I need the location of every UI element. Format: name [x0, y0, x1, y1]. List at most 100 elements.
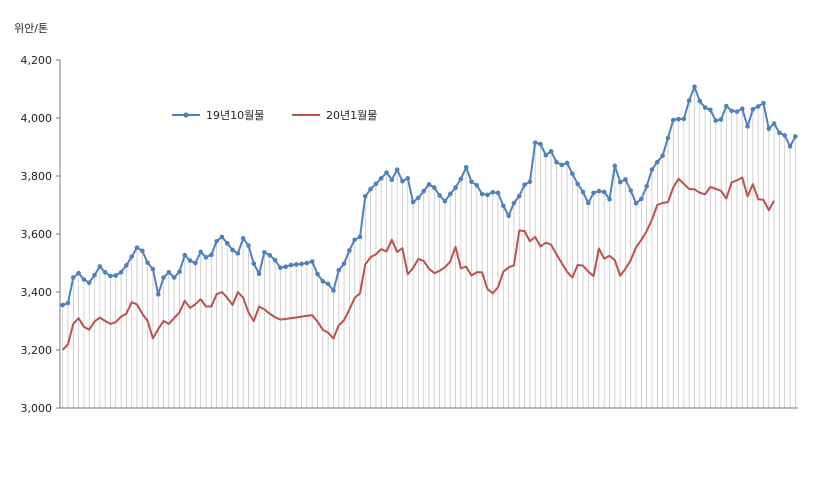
- series-point: [394, 167, 400, 172]
- y-tick-label: 4,000: [21, 112, 53, 125]
- series-point: [214, 238, 219, 244]
- series-point: [437, 193, 442, 198]
- series-point: [272, 257, 278, 263]
- legend-label: 20년1월물: [326, 109, 377, 122]
- series-point: [235, 251, 241, 256]
- y-tick-label: 4,200: [21, 54, 53, 67]
- series-point: [113, 273, 119, 278]
- series-point: [389, 177, 395, 183]
- series-point: [124, 263, 129, 268]
- series-point: [495, 190, 501, 196]
- series-point: [129, 254, 134, 259]
- legend-swatch-marker: [183, 112, 189, 118]
- series-point: [81, 277, 87, 282]
- series-point: [405, 176, 411, 181]
- series-point: [665, 135, 671, 141]
- series-point: [161, 275, 166, 280]
- series-point: [506, 213, 511, 219]
- series-point: [511, 200, 517, 206]
- series-point: [293, 262, 299, 267]
- series-point: [692, 84, 697, 89]
- series-point: [787, 144, 793, 149]
- series-point: [713, 118, 719, 123]
- series-point: [793, 134, 798, 139]
- legend-item: 19년10월물: [172, 109, 264, 122]
- series-point: [373, 181, 379, 187]
- series-point: [336, 267, 342, 273]
- legend-item: 20년1월물: [292, 109, 377, 122]
- series-point: [601, 189, 607, 195]
- y-axis-unit-label: 위안/톤: [14, 22, 48, 35]
- series-point: [766, 126, 772, 132]
- series-point: [527, 179, 533, 185]
- series-point: [166, 269, 172, 275]
- series-point: [262, 249, 267, 255]
- series-point: [644, 183, 649, 189]
- series-point: [347, 248, 352, 253]
- series-point: [193, 260, 198, 266]
- series-point: [426, 182, 432, 187]
- series-point: [660, 153, 665, 158]
- series-point: [453, 185, 458, 190]
- y-axis-ticks: 3,000 3,200 3,400 3,600 3,800 4,000 4,200: [21, 54, 60, 415]
- series-point: [139, 248, 145, 254]
- series-point: [761, 100, 766, 106]
- series-point: [325, 281, 331, 287]
- series-point: [729, 108, 734, 114]
- series-point: [362, 194, 368, 199]
- series-point: [628, 188, 634, 193]
- y-tick-label: 3,000: [21, 402, 53, 415]
- series-line: [61, 176, 775, 351]
- series-point: [676, 116, 681, 122]
- series-group: [61, 176, 775, 351]
- series-point: [516, 193, 522, 199]
- series-point: [745, 124, 750, 129]
- series-point: [118, 269, 124, 275]
- series-point: [86, 280, 92, 286]
- series-point: [479, 191, 485, 197]
- y-tick-label: 3,600: [21, 228, 53, 241]
- series-point: [697, 98, 703, 104]
- series-point: [378, 176, 384, 181]
- legend-label: 19년10월물: [206, 109, 264, 122]
- series-point: [171, 275, 177, 280]
- series-point: [421, 188, 426, 194]
- series-point: [134, 245, 140, 250]
- series-point: [155, 292, 161, 297]
- series-point: [554, 159, 559, 165]
- series-point: [708, 107, 713, 113]
- legend: 19년10월물 20년1월물: [172, 109, 377, 122]
- series-point: [352, 237, 357, 243]
- series-point: [432, 185, 437, 190]
- series-point: [299, 261, 304, 267]
- series-point: [150, 266, 156, 272]
- series-point: [639, 196, 644, 202]
- series-point: [60, 302, 65, 308]
- series-point: [591, 190, 596, 196]
- series-point: [612, 163, 618, 169]
- series-point: [501, 203, 506, 209]
- series-point: [357, 234, 363, 240]
- series-point: [256, 271, 262, 277]
- series-point: [617, 179, 623, 185]
- series-point: [649, 167, 655, 172]
- series-point: [559, 162, 565, 168]
- series-point: [240, 236, 246, 241]
- series-point: [718, 117, 724, 122]
- series-point: [283, 264, 288, 270]
- series-point: [368, 186, 373, 192]
- series-point: [724, 103, 729, 109]
- y-tick-label: 3,400: [21, 286, 53, 299]
- series-point: [182, 252, 188, 258]
- series-point: [102, 269, 108, 275]
- y-tick-label: 3,200: [21, 344, 53, 357]
- series-point: [755, 104, 761, 109]
- series-point: [145, 260, 150, 266]
- series-point: [384, 170, 389, 175]
- series-point: [447, 191, 453, 197]
- series-point: [564, 160, 570, 166]
- series-point: [686, 98, 692, 103]
- series-point: [469, 179, 474, 185]
- series-point: [108, 273, 113, 279]
- series-point: [267, 252, 273, 258]
